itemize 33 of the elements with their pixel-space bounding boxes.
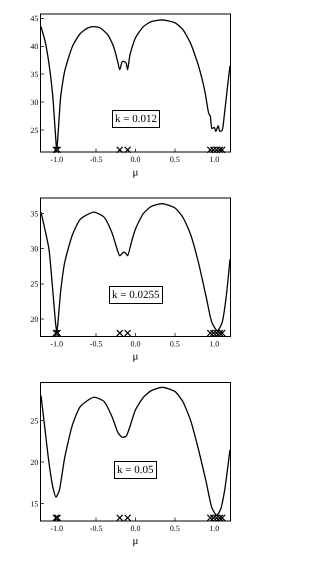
y-tick-label: 35 (30, 209, 38, 218)
x-tick-label: -0.5 (90, 155, 102, 164)
x-axis-title: μ (132, 166, 139, 178)
y-tick-label: 30 (30, 244, 38, 254)
y-tick-label: 30 (30, 98, 38, 108)
y-tick-label: 25 (30, 416, 38, 426)
x-tick-label: 1.0 (209, 155, 220, 164)
x-tick-label: 1.0 (209, 524, 220, 533)
y-tick-label: 20 (30, 458, 38, 467)
x-tick-label: 0.5 (170, 339, 180, 348)
x-tick-label: 0.0 (130, 155, 140, 164)
x-tick-label: -1.0 (50, 339, 64, 348)
annotation: k = 0.012 (115, 113, 157, 125)
y-tick-label: 25 (30, 280, 38, 289)
x-tick-label: -1.0 (50, 524, 64, 533)
x-axis-title: μ (132, 535, 139, 548)
y-tick-label: 45 (30, 14, 38, 24)
x-tick-label: 1.0 (209, 339, 220, 348)
annotation: k = 0.05 (117, 464, 154, 476)
y-tick-label: 35 (30, 70, 38, 80)
x-tick-label: -0.5 (90, 524, 102, 533)
y-tick-label: 25 (30, 126, 38, 136)
y-tick-label: 15 (30, 499, 38, 508)
x-axis-title: μ (132, 350, 139, 363)
y-tick-label: 40 (30, 42, 38, 52)
x-tick-label: 0.0 (130, 339, 140, 348)
x-tick-label: 0.0 (130, 524, 140, 533)
annotation: k = 0.0255 (112, 289, 160, 301)
x-tick-label: -0.5 (90, 339, 102, 348)
y-tick-label: 20 (30, 314, 38, 324)
x-tick-label: 0.5 (170, 155, 180, 164)
x-tick-label: 0.5 (170, 524, 180, 533)
x-tick-label: -1.0 (50, 155, 64, 164)
